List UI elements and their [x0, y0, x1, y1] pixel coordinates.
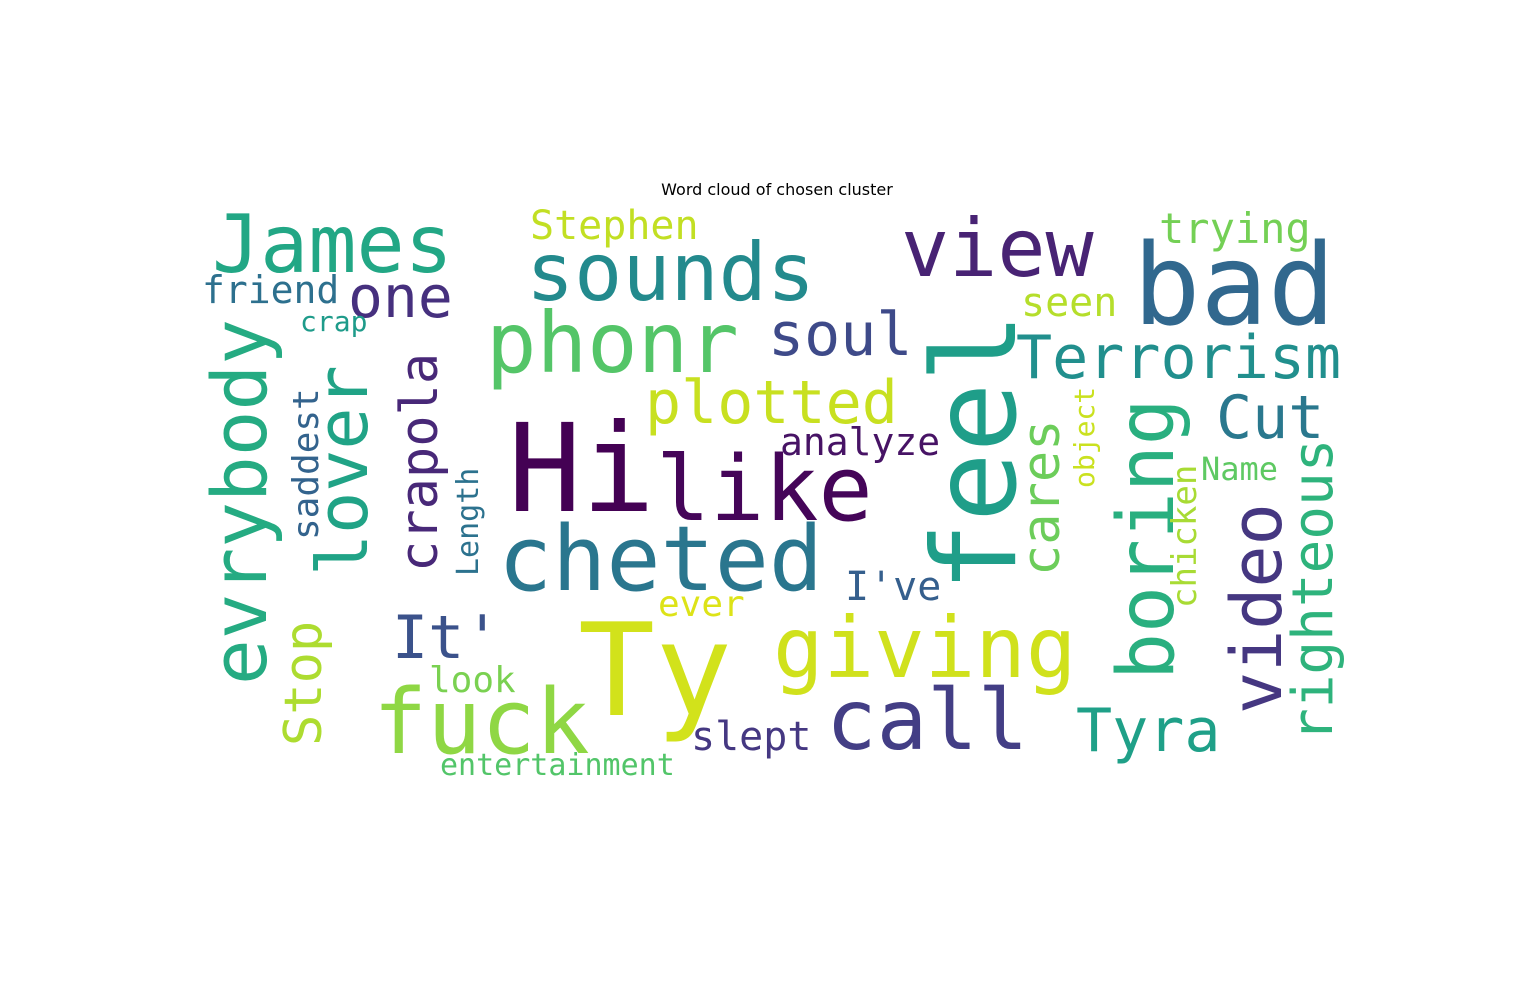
- word-35: I've: [845, 564, 942, 610]
- word-41: Length: [451, 467, 486, 576]
- word-11: fuck: [373, 670, 590, 775]
- word-29: trying: [1159, 204, 1311, 253]
- word-33: seen: [1021, 280, 1118, 326]
- word-12: giving: [773, 599, 1077, 697]
- word-42: crap: [300, 305, 368, 338]
- word-6: sounds: [526, 226, 815, 319]
- word-28: Stephen: [530, 203, 699, 249]
- word-1: Ty: [578, 597, 733, 746]
- word-8: phonr: [486, 294, 739, 392]
- word-40: entertainment: [440, 748, 675, 783]
- word-37: chicken: [1165, 464, 1205, 608]
- word-38: ever: [658, 584, 745, 625]
- word-0: Hi: [508, 398, 655, 540]
- word-18: plotted: [645, 368, 898, 438]
- word-39: Name: [1201, 450, 1279, 488]
- word-10: call: [826, 671, 1029, 769]
- word-25: Cut: [1216, 383, 1325, 453]
- word-17: Terrorism: [1016, 323, 1342, 393]
- word-21: crapola: [390, 352, 450, 572]
- word-2: bad: [1133, 221, 1336, 351]
- word-9: view: [901, 203, 1094, 295]
- chart-title: Word cloud of chosen cluster: [661, 180, 893, 199]
- word-cloud-canvas: Hi Ty bad feel like cheted sounds James phonr vie…: [198, 203, 1356, 784]
- word-20: soul: [768, 300, 913, 370]
- word-34: slept: [691, 714, 812, 760]
- word-43: object: [1068, 386, 1101, 488]
- word-24: cares: [1012, 419, 1072, 576]
- word-13: evrybody: [198, 318, 284, 685]
- word-5: cheted: [498, 507, 824, 612]
- word-36: look: [429, 660, 516, 701]
- word-19: righteous: [1281, 438, 1346, 742]
- word-22: one: [348, 263, 453, 331]
- word-4: like: [656, 437, 873, 542]
- word-26: It': [392, 603, 501, 673]
- word-32: saddest: [286, 388, 327, 540]
- word-30: analyze: [780, 420, 941, 464]
- word-31: friend: [202, 268, 340, 312]
- word-7: James: [212, 203, 453, 291]
- word-27: Stop: [274, 620, 334, 746]
- word-23: Tyra: [1076, 696, 1221, 766]
